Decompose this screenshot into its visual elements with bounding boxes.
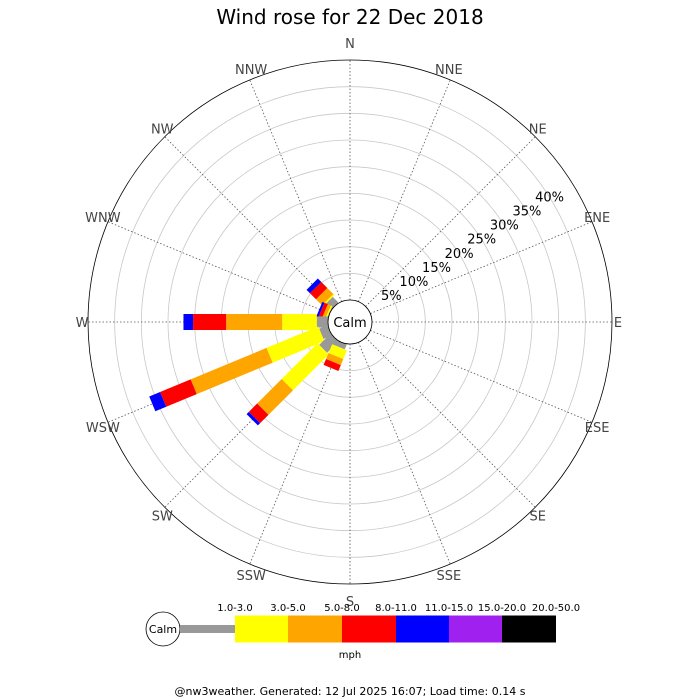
bar-w-1.0-3.0	[316, 316, 328, 328]
direction-label: ESE	[585, 421, 610, 436]
legend-swatch-3.0-5.0	[235, 615, 288, 643]
direction-label: SE	[530, 510, 546, 525]
legend-label: 1.0-3.0	[217, 603, 252, 614]
direction-label: S	[346, 595, 354, 610]
spoke-line	[365, 136, 536, 307]
legend-swatch-15.0-20.0	[449, 615, 502, 643]
legend-swatch-11.0-15.0	[396, 615, 449, 643]
bar-sw-11.0-15.0	[246, 411, 261, 426]
bar-ssw-1.0-3.0	[334, 340, 347, 350]
bar-w-5.0-8.0	[226, 314, 283, 330]
bar-ssw-3.0-5.0	[328, 344, 347, 360]
spoke-line	[358, 79, 451, 302]
direction-label: NE	[529, 122, 547, 137]
legend-label: 20.0-50.0	[532, 603, 580, 614]
direction-label: W	[76, 316, 89, 331]
chart-title: Wind rose for 22 Dec 2018	[216, 5, 483, 29]
direction-label: E	[614, 316, 622, 331]
legend-label: 5.0-8.0	[324, 603, 359, 614]
spoke-line	[249, 79, 342, 302]
ring-circle	[114, 86, 586, 558]
spoke-line	[358, 342, 451, 565]
bar-w-8.0-11.0	[193, 314, 227, 330]
bar-wsw-8.0-11.0	[160, 379, 197, 407]
legend-swatch-8.0-11.0	[342, 615, 396, 643]
bar-wsw-3.0-5.0	[266, 326, 325, 363]
bar-wnw-11.0-15.0	[316, 301, 325, 318]
bar-sw-5.0-8.0	[257, 379, 293, 415]
bar-wnw-8.0-11.0	[318, 302, 328, 319]
direction-label: SW	[152, 510, 173, 525]
bar-wnw-5.0-8.0	[321, 304, 331, 321]
legend-label: 15.0-20.0	[478, 603, 526, 614]
bar-wsw-11.0-15.0	[149, 392, 167, 412]
direction-label: SSE	[436, 569, 461, 584]
ring-circle	[167, 139, 533, 505]
direction-label: WNW	[85, 211, 121, 226]
legend-unit: mph	[339, 650, 361, 661]
ring-label: 30%	[490, 219, 519, 234]
ring-label: 35%	[513, 204, 542, 219]
ring-label: 15%	[422, 261, 451, 276]
legend-swatch-20.0-50.0	[502, 615, 556, 643]
bar-wsw-5.0-8.0	[190, 347, 273, 395]
legend-label: 3.0-5.0	[270, 603, 305, 614]
calm-center: Calm	[327, 299, 373, 345]
spoke-line	[249, 342, 342, 565]
spoke-line	[164, 136, 335, 307]
spoke-line	[365, 337, 536, 508]
direction-label: SSW	[236, 569, 266, 584]
direction-label: NNW	[235, 63, 267, 78]
bar-nw-5.0-8.0	[315, 287, 334, 306]
direction-label: WSW	[86, 421, 120, 436]
bar-sw-8.0-11.0	[248, 403, 269, 424]
ring-label: 20%	[445, 247, 474, 262]
footer-text: @nw3weather. Generated: 12 Jul 2025 16:0…	[175, 685, 526, 698]
speed-legend: Calm 1.0-3.0 3.0-5.0 5.0-8.0 8.0-11.0 11.0-15…	[145, 603, 580, 661]
legend-swatch-1.0-3.0	[180, 625, 235, 633]
outer-ring	[87, 59, 613, 585]
bar-nw-11.0-15.0	[306, 278, 322, 294]
bar-ssw-5.0-8.0	[326, 353, 344, 366]
direction-label: NNE	[435, 63, 463, 78]
bar-sw-3.0-5.0	[281, 343, 329, 391]
spoke-line	[107, 221, 330, 314]
legend-label: 8.0-11.0	[375, 603, 417, 614]
direction-label: NW	[151, 122, 174, 137]
bar-nw-8.0-11.0	[309, 281, 328, 300]
ring-label: 5%	[381, 289, 402, 304]
spoke-line	[370, 221, 593, 314]
direction-label: N	[345, 37, 355, 52]
wind-bars	[149, 278, 347, 426]
calm-circle	[327, 299, 373, 345]
spoke-line	[370, 330, 593, 423]
ring-label: 40%	[535, 190, 564, 205]
direction-label: ENE	[584, 211, 610, 226]
bar-w-3.0-5.0	[282, 314, 317, 330]
legend-label: 11.0-15.0	[425, 603, 473, 614]
bar-ssw-8.0-11.0	[323, 358, 341, 372]
bar-sw-1.0-3.0	[319, 333, 339, 353]
ring-label: 25%	[467, 233, 496, 248]
legend-calm-label: Calm	[149, 623, 177, 636]
bar-w-11.0-15.0	[183, 314, 194, 330]
calm-label: Calm	[333, 316, 366, 331]
ring-label: 10%	[399, 275, 428, 290]
legend-swatch-5.0-8.0	[288, 615, 342, 643]
